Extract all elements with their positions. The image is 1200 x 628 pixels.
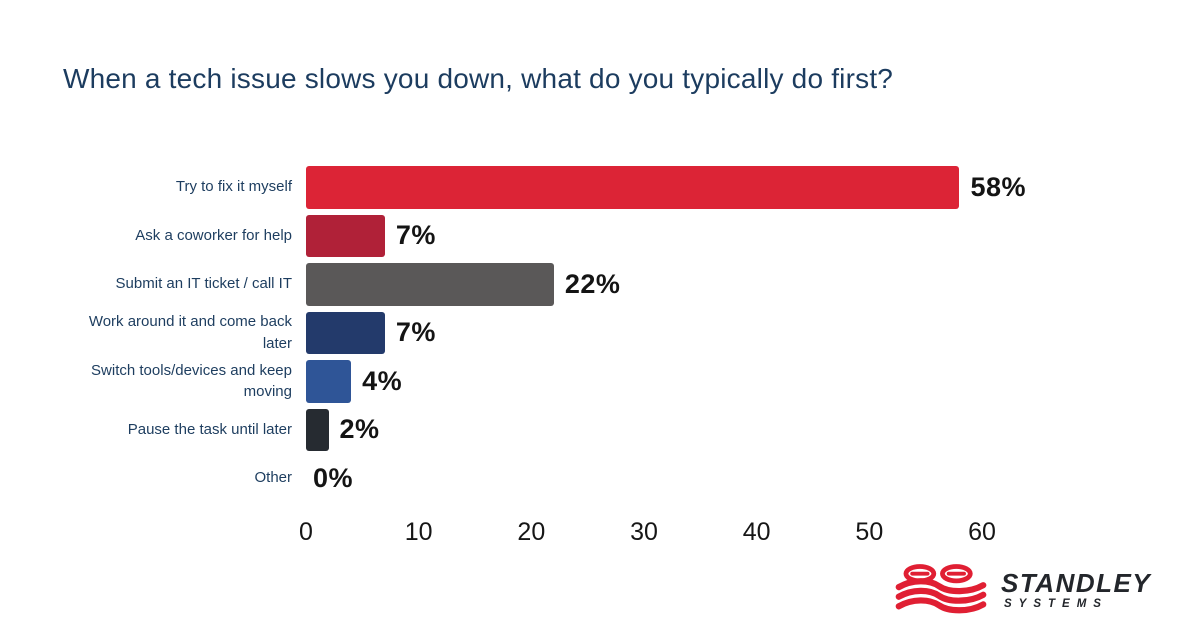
x-axis-tick: 30 — [630, 518, 658, 546]
chart-row: Work around it and come back later 7% — [63, 311, 1026, 354]
category-label: Switch tools/devices and keep moving — [91, 361, 292, 401]
bar — [306, 408, 329, 451]
category-label: Work around it and come back later — [88, 313, 292, 352]
x-axis-tick: 0 — [299, 518, 313, 546]
chart-row: Pause the task until later 2% — [63, 408, 1026, 451]
bar — [306, 263, 554, 306]
chart-row: Switch tools/devices and keep moving 4% — [63, 360, 1026, 403]
bar-chart: Try to fix it myself 58% Ask a coworker fo… — [63, 166, 1026, 500]
x-axis-tick: 10 — [404, 518, 433, 546]
x-axis-tick: 40 — [742, 518, 771, 546]
bar — [306, 166, 960, 209]
value-label: 7% — [395, 220, 436, 251]
chart-row: Submit an IT ticket / call IT 22% — [63, 263, 1026, 306]
chart-row: Try to fix it myself 58% — [63, 166, 1026, 209]
category-label: Other — [254, 469, 292, 487]
x-axis-tick: 60 — [968, 518, 996, 546]
logo-wordmark: STANDLEY — [1001, 567, 1152, 598]
value-label: 0% — [313, 462, 354, 493]
category-label: Pause the task until later — [127, 420, 292, 438]
bar — [306, 214, 385, 257]
value-label: 22% — [564, 268, 621, 299]
standley-logo: STANDLEY SYSTEMS — [893, 563, 1151, 617]
value-label: 7% — [395, 317, 436, 348]
value-label: 58% — [970, 171, 1026, 202]
chart-row: Ask a coworker for help 7% — [63, 214, 1026, 257]
x-axis-tick: 20 — [517, 518, 546, 546]
x-axis-tick: 50 — [855, 518, 884, 546]
chart-title: When a tech issue slows you down, what d… — [63, 63, 894, 94]
category-label: Submit an IT ticket / call IT — [115, 275, 292, 293]
value-label: 4% — [362, 365, 403, 396]
bar — [306, 360, 352, 403]
logo-text: STANDLEY SYSTEMS — [1001, 570, 1151, 611]
category-label: Try to fix it myself — [175, 178, 292, 196]
standley-logo-icon — [895, 564, 987, 614]
logo-subtext: SYSTEMS — [1004, 597, 1108, 610]
chart-row: Other 0% — [63, 457, 1026, 500]
value-label: 2% — [339, 414, 380, 445]
category-label: Ask a coworker for help — [135, 226, 292, 244]
bar — [306, 311, 385, 354]
